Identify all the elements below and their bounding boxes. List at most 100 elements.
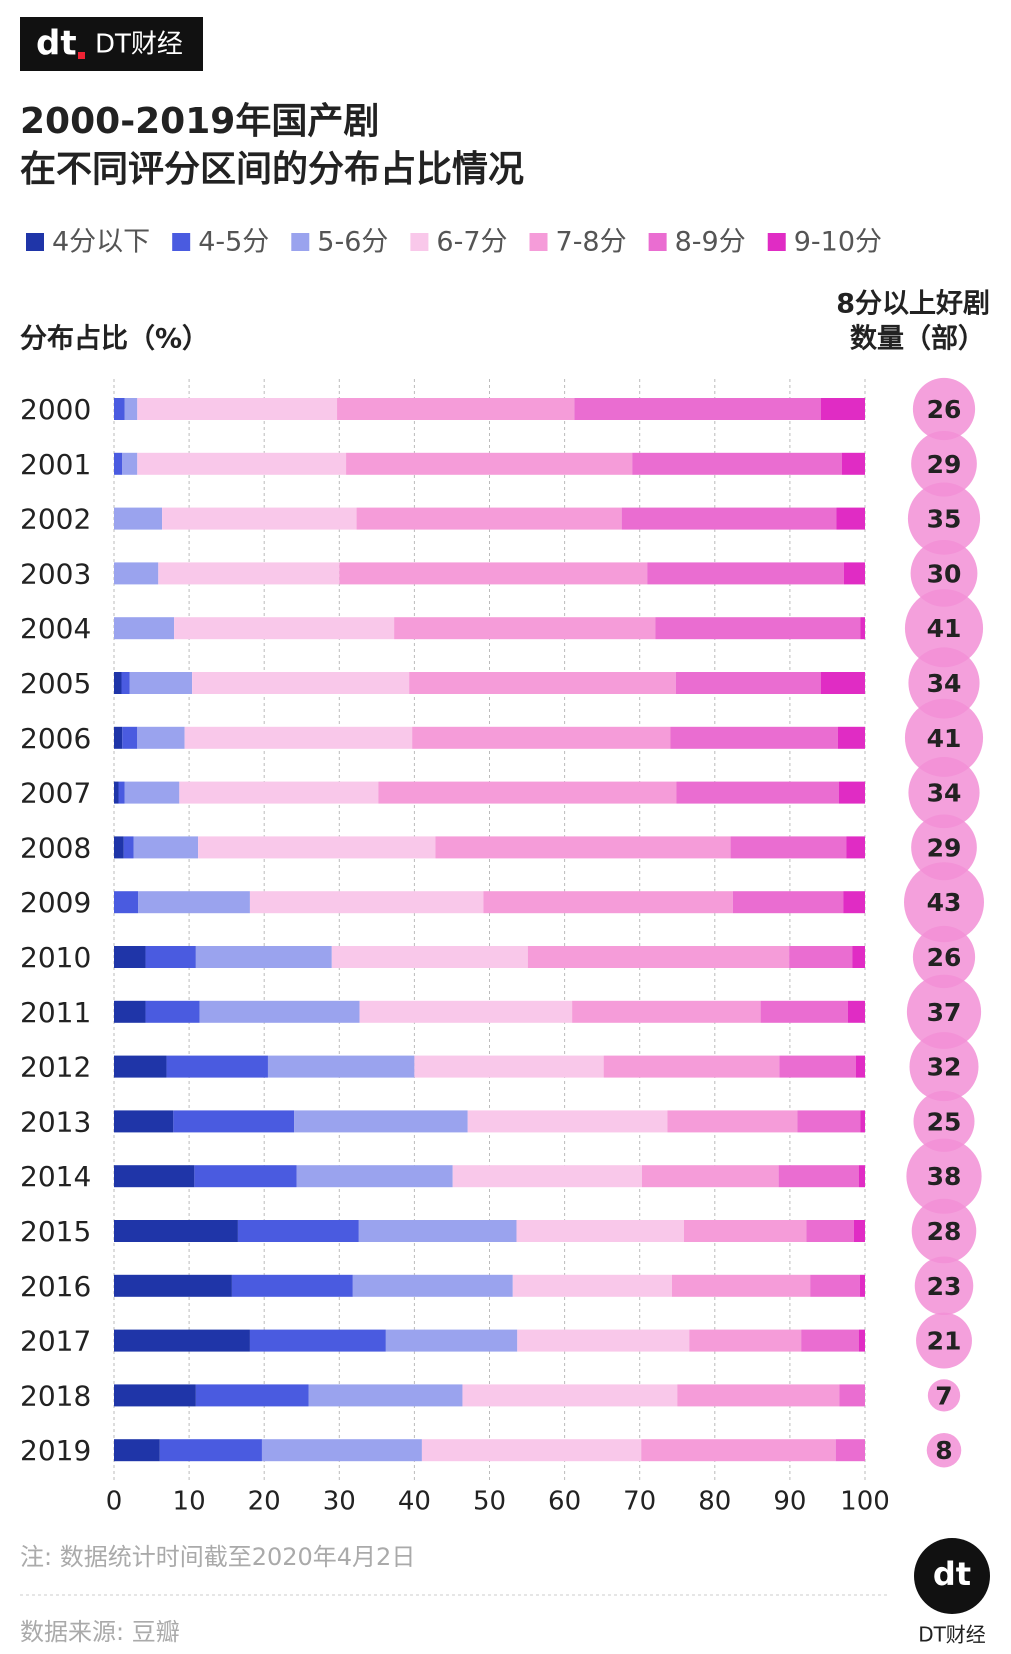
- legend-label: 4分以下: [52, 227, 150, 258]
- count-bubble: [908, 647, 980, 719]
- y-tick-label: 2007: [20, 777, 91, 810]
- brand: DT财经: [95, 30, 183, 60]
- count-label: 29: [927, 450, 962, 479]
- bar-segment: [114, 452, 123, 475]
- count-label: 30: [927, 559, 962, 588]
- count-label: 8: [935, 1436, 952, 1465]
- bar-segment: [732, 891, 844, 914]
- bar-segment: [684, 1220, 807, 1242]
- count-bubble: [907, 482, 981, 555]
- bar-segment: [114, 836, 124, 859]
- bar-segment: [114, 891, 139, 914]
- bar-segment: [114, 1165, 195, 1188]
- bar-segment: [820, 672, 865, 694]
- bar-segment: [173, 1110, 295, 1133]
- legend-swatch: [291, 233, 310, 251]
- count-bubble: [911, 1198, 977, 1264]
- bar-segment: [122, 452, 138, 475]
- x-tick-label: 10: [173, 1487, 206, 1517]
- legend-swatch: [26, 233, 44, 251]
- y-tick-label: 2000: [20, 393, 91, 426]
- bar-segment: [675, 672, 821, 694]
- legend-swatch: [172, 233, 191, 251]
- bar-segment: [114, 672, 122, 694]
- bar-segment: [339, 562, 648, 585]
- count-bubble: [912, 925, 976, 989]
- bar-segment: [385, 1329, 518, 1352]
- bar-segment: [114, 1110, 174, 1133]
- bar-segment: [852, 946, 865, 968]
- bar-segment: [839, 1384, 865, 1407]
- bar-segment: [114, 1274, 232, 1297]
- bar-segment: [308, 1384, 463, 1407]
- count-bubble: [911, 430, 977, 497]
- brand: DT财经: [918, 1623, 986, 1647]
- bar-segment: [789, 946, 853, 968]
- y-tick-label: 2006: [20, 722, 91, 755]
- bar-segment: [166, 1055, 268, 1078]
- bar-segment: [836, 507, 865, 530]
- bar-segment: [267, 1055, 415, 1078]
- bar-segment: [237, 1220, 359, 1242]
- bar-segment: [841, 452, 865, 475]
- bar-segment: [195, 1384, 309, 1407]
- count-bubble: [912, 377, 976, 441]
- count-label: 43: [927, 888, 962, 917]
- x-tick-label: 80: [698, 1487, 731, 1517]
- bar-segment: [689, 1329, 802, 1352]
- bar-segment: [114, 398, 125, 420]
- bar-segment: [138, 891, 250, 914]
- source: 数据来源: 豆瓣: [20, 1618, 180, 1646]
- bar-segment: [114, 562, 159, 585]
- bar-segment: [414, 1055, 604, 1078]
- bar-segment: [853, 1220, 865, 1242]
- count-label: 41: [927, 614, 962, 643]
- bar-segment: [249, 1329, 386, 1352]
- bar-segment: [249, 891, 484, 914]
- logo-mark: dt: [933, 1555, 971, 1593]
- count-bubble: [916, 1312, 972, 1369]
- x-tick-label: 90: [773, 1487, 806, 1517]
- bar-segment: [114, 946, 146, 968]
- bar-segment: [677, 1384, 840, 1407]
- bar-segment: [158, 562, 340, 585]
- bar-segment: [778, 1165, 859, 1188]
- legend-label: 5-6分: [317, 227, 388, 258]
- bar-segment: [114, 507, 163, 530]
- count-label: 26: [927, 395, 962, 424]
- bar-segment: [199, 1000, 360, 1023]
- bar-segment: [192, 672, 410, 694]
- legend-swatch: [410, 233, 429, 251]
- bar-segment: [462, 1384, 678, 1407]
- count-bubble: [904, 862, 984, 943]
- bar-segment: [114, 781, 119, 804]
- bar-segment: [114, 1439, 160, 1462]
- bar-segment: [179, 781, 379, 804]
- count-label: 32: [927, 1053, 962, 1082]
- bar-segment: [231, 1274, 353, 1297]
- bar-segment: [124, 398, 138, 420]
- legend-swatch: [648, 233, 667, 251]
- bar-segment: [512, 1274, 672, 1297]
- bar-segment: [641, 1439, 836, 1462]
- chart-title: 在不同评分区间的分布占比情况: [20, 149, 524, 190]
- bar-segment: [435, 836, 731, 859]
- bar-segment: [114, 1220, 238, 1242]
- bar-segment: [331, 946, 528, 968]
- logo-mark: dt: [36, 24, 77, 64]
- bar-segment: [394, 617, 656, 640]
- bar-segment: [860, 1110, 865, 1133]
- count-label: 34: [927, 779, 962, 808]
- y-tick-label: 2013: [20, 1105, 91, 1138]
- bar-segment: [133, 836, 199, 859]
- bar-segment: [114, 617, 175, 640]
- bar-segment: [122, 726, 138, 749]
- legend-label: 7-8分: [556, 227, 627, 258]
- bar-segment: [121, 672, 130, 694]
- bar-segment: [294, 1110, 468, 1133]
- note: 注: 数据统计时间截至2020年4月2日: [20, 1543, 415, 1571]
- bar-segment: [162, 507, 357, 530]
- count-label: 25: [927, 1107, 962, 1136]
- y-tick-label: 2019: [20, 1434, 91, 1467]
- bar-segment: [810, 1274, 860, 1297]
